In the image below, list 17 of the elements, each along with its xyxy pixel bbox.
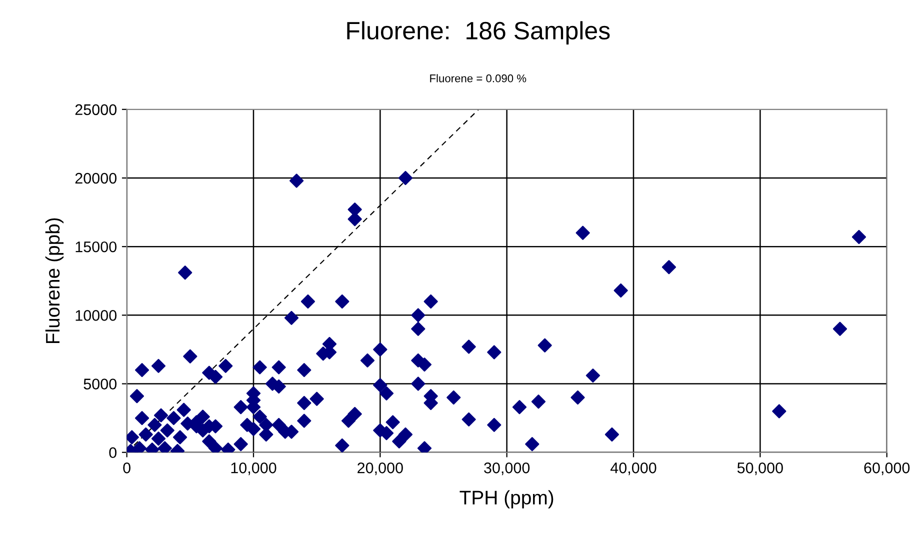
x-tick-label: 30,000 (484, 462, 530, 476)
y-tick-label: 0 (109, 447, 117, 458)
x-tick-label: 10,000 (231, 462, 276, 476)
y-tick-label: 10000 (76, 310, 117, 321)
x-axis-title: TPH (ppm) (460, 490, 554, 508)
y-tick-label: 15000 (76, 241, 117, 252)
y-tick-label: 5000 (84, 378, 117, 390)
x-tick-label: 0 (123, 462, 130, 474)
x-tick-label: 20,000 (358, 462, 403, 476)
chart-subtitle: Fluorene = 0.090 % (430, 74, 526, 82)
y-tick-label: 25000 (75, 104, 117, 116)
x-tick-label: 60,000 (864, 462, 910, 476)
chart-title: Fluorene: 186 Samples (347, 21, 610, 44)
y-tick-label: 20000 (75, 172, 117, 184)
x-tick-label: 50,000 (737, 462, 783, 476)
x-tick-label: 40,000 (610, 462, 656, 476)
y-axis-title: Fluorene (ppb) (45, 218, 64, 344)
